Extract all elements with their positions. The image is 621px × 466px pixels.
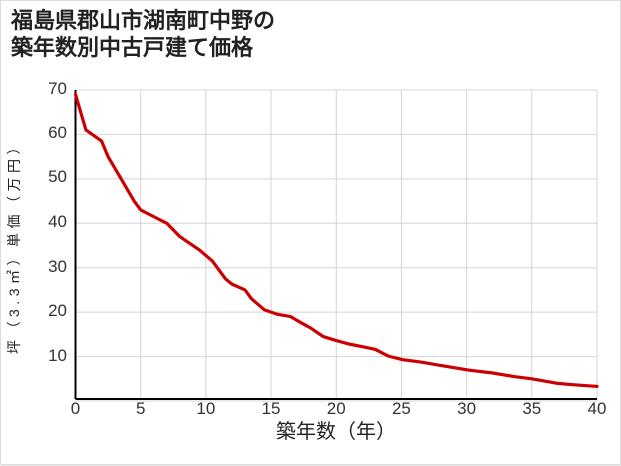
svg-text:0: 0	[71, 399, 80, 418]
svg-text:30: 30	[457, 399, 476, 418]
svg-text:築年数（年）: 築年数（年）	[276, 420, 396, 443]
svg-text:10: 10	[48, 346, 67, 365]
svg-text:40: 40	[48, 212, 67, 231]
svg-text:50: 50	[48, 167, 67, 186]
svg-text:坪（3.3㎡）単価（万円）: 坪（3.3㎡）単価（万円）	[6, 136, 22, 354]
svg-text:30: 30	[48, 257, 67, 276]
svg-text:40: 40	[588, 399, 607, 418]
svg-text:25: 25	[392, 399, 411, 418]
svg-text:20: 20	[327, 399, 346, 418]
svg-text:15: 15	[262, 399, 281, 418]
svg-text:5: 5	[136, 399, 145, 418]
svg-text:70: 70	[48, 79, 67, 98]
svg-text:60: 60	[48, 123, 67, 142]
svg-text:35: 35	[522, 399, 541, 418]
svg-text:20: 20	[48, 301, 67, 320]
svg-text:10: 10	[196, 399, 215, 418]
